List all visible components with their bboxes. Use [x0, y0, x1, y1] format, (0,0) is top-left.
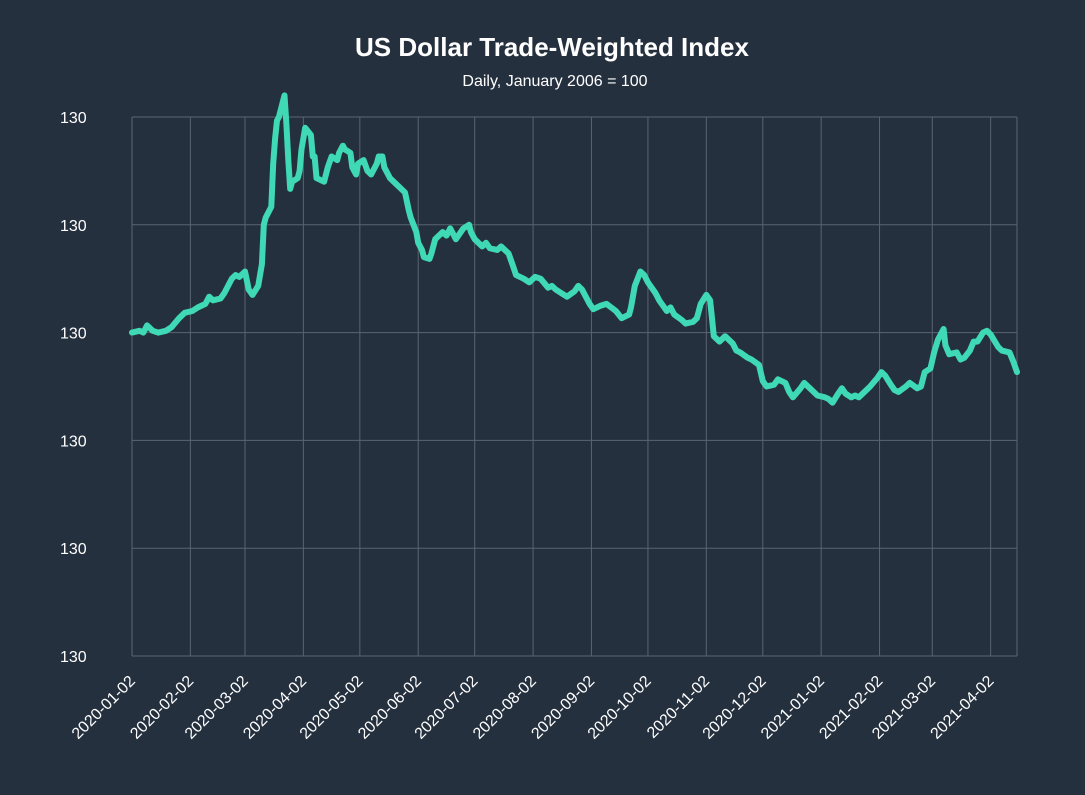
y-tick-label: 130: [60, 326, 87, 343]
chart-subtitle: Daily, January 2006 = 100: [462, 73, 647, 90]
plot-area: [129, 92, 1020, 406]
grid: [131, 116, 1018, 657]
y-tick-label: 130: [60, 649, 87, 666]
x-axis: 2020-01-022020-02-022020-03-022020-04-02…: [69, 673, 998, 743]
y-tick-label: 130: [60, 218, 87, 235]
y-tick-label: 130: [60, 433, 87, 450]
series-line: [129, 92, 1020, 406]
y-tick-label: 130: [60, 541, 87, 558]
x-tick-label: 2021-04-02: [928, 673, 998, 743]
chart-title: US Dollar Trade-Weighted Index: [355, 32, 749, 62]
y-axis: 130 130 130 130 130 130: [60, 110, 87, 666]
y-tick-label: 130: [60, 110, 87, 127]
